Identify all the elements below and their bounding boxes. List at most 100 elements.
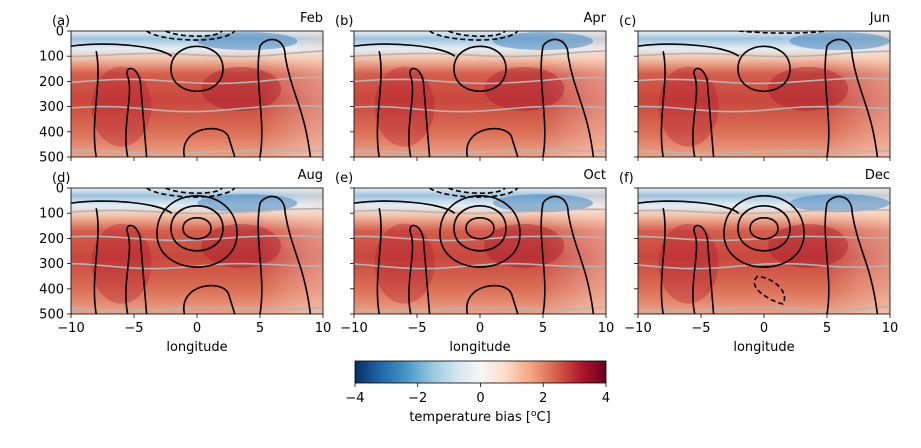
y-tick-label: 200 [39,232,64,247]
cold-anomaly [789,32,890,51]
isoline [638,77,890,85]
colorbar-tick-label: 4 [602,391,610,406]
positive-contour [824,38,879,157]
warm-anomaly [374,223,435,304]
panel-label: (c) [619,14,636,29]
positive-contour [257,38,312,157]
y-tick-label: 200 [39,75,64,90]
positive-contour [183,127,236,157]
warm-anomaly [484,66,565,111]
x-tick-label: 0 [476,321,484,336]
cold-anomaly [197,194,298,213]
isoline [638,105,890,113]
negative-contour [146,31,236,41]
positive-contour [638,200,740,214]
x-tick-label: 0 [193,321,201,336]
temperature-field [638,31,890,157]
field-shading [71,31,323,157]
positive-contour [749,217,779,240]
x-tick-label: −5 [691,321,710,336]
temperature-field [638,188,890,314]
negative-contour [146,188,236,198]
x-tick-label: −5 [407,321,426,336]
month-label: Oct [584,168,606,183]
panel-4: 0 100 200 300 400 500−10 −5 0 5 10 longitude (d) Aug [39,168,331,355]
isoline [354,208,606,215]
y-tick-label: 0 [56,25,64,40]
panel-label: (e) [335,171,353,186]
isoline [71,50,323,58]
y-tick-label: 0 [56,182,64,197]
positive-contour [376,207,382,314]
x-tick-label: 0 [760,321,768,336]
x-tick-label: −5 [124,321,143,336]
y-tick-label: 500 [39,308,64,323]
x-axis-label: longitude [166,340,227,355]
positive-contour [93,207,99,314]
panel-2: (b) Apr [335,11,607,161]
panel-1: 0 100 200 300 400 500 (a) Feb [39,11,324,166]
x-tick-label: 10 [882,321,899,336]
isoline [638,262,890,270]
y-tick-label: 400 [39,125,64,140]
colorbar-tick-label: −4 [345,391,364,406]
warm-anomaly [374,66,435,147]
positive-contour [257,195,312,314]
x-axis-label: longitude [449,340,510,355]
x-tick-label: −10 [624,321,651,336]
negative-contour [738,31,828,34]
x-tick-label: −10 [57,321,84,336]
positive-contour [354,43,456,57]
month-label: Aug [298,168,323,183]
positive-contour [453,205,507,252]
positive-contour [692,224,715,314]
colorbar-tick-label: 0 [476,391,484,406]
month-label: Apr [584,11,607,26]
temperature-field [71,188,323,314]
isoline [71,306,323,312]
positive-contour [737,205,791,252]
positive-contour [125,224,148,314]
y-tick-label: 300 [39,257,64,272]
warm-anomaly [658,66,719,147]
warm-anomaly [658,223,719,304]
panel-5: −10 −5 0 5 10 longitude (e) Oct [335,168,614,355]
temperature-field [354,188,606,314]
positive-contour [156,195,238,268]
negative-contour [448,188,506,194]
isoline [354,306,606,312]
isoline [354,77,606,85]
panel-6: −10 −5 0 5 10 longitude (f) Dec [619,168,898,355]
x-tick-label: −10 [340,321,367,336]
negative-contour [448,31,506,37]
positive-contour [354,200,456,214]
negative-contour [165,188,223,194]
colorbar-label: temperature bias [oC] [409,409,550,425]
colorbar: −4 −2 0 2 4 temperature bias [oC] [345,360,610,425]
positive-contour [183,284,236,314]
warm-anomaly [768,223,849,268]
isoline [71,76,323,85]
positive-contour [465,217,495,240]
isoline [354,50,606,58]
isoline [71,207,323,215]
month-label: Jun [869,11,890,26]
positive-contour [660,50,666,157]
positive-contour [692,67,715,157]
y-tick-label: 100 [39,207,64,222]
colorbar-tick-label: −2 [408,391,427,406]
temperature-field [71,31,323,157]
positive-contour [93,50,99,157]
x-tick-label: 10 [315,321,332,336]
positive-contour [170,205,224,252]
positive-contour [466,284,519,314]
y-tick-label: 100 [39,50,64,65]
x-tick-label: 10 [598,321,615,336]
colorbar-gradient [354,360,607,384]
isoline [71,104,323,113]
positive-contour [723,195,805,268]
cold-anomaly [197,32,298,51]
negative-contour [165,31,223,37]
month-label: Dec [865,168,890,183]
